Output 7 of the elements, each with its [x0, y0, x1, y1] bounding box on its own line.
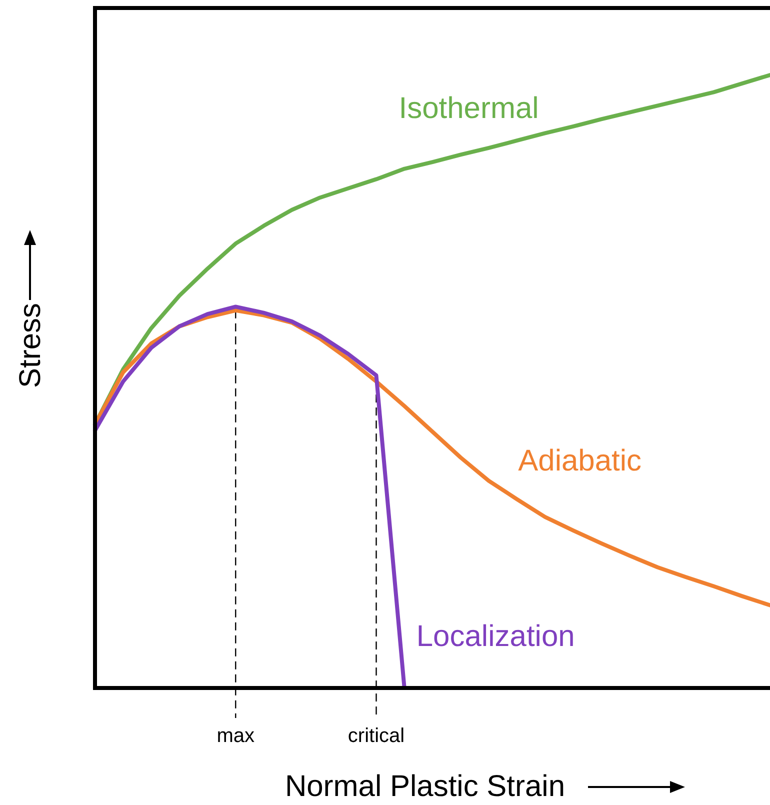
x-tick-label: max	[216, 725, 255, 747]
series-label: Adiabatic	[518, 444, 642, 478]
x-axis-title: Normal Plastic Strain	[284, 770, 566, 803]
y-axis-title: Stress	[14, 302, 47, 388]
x-tick-label: critical	[348, 725, 405, 747]
series-label: Isothermal	[398, 92, 539, 125]
series-label: Localization	[416, 620, 575, 653]
